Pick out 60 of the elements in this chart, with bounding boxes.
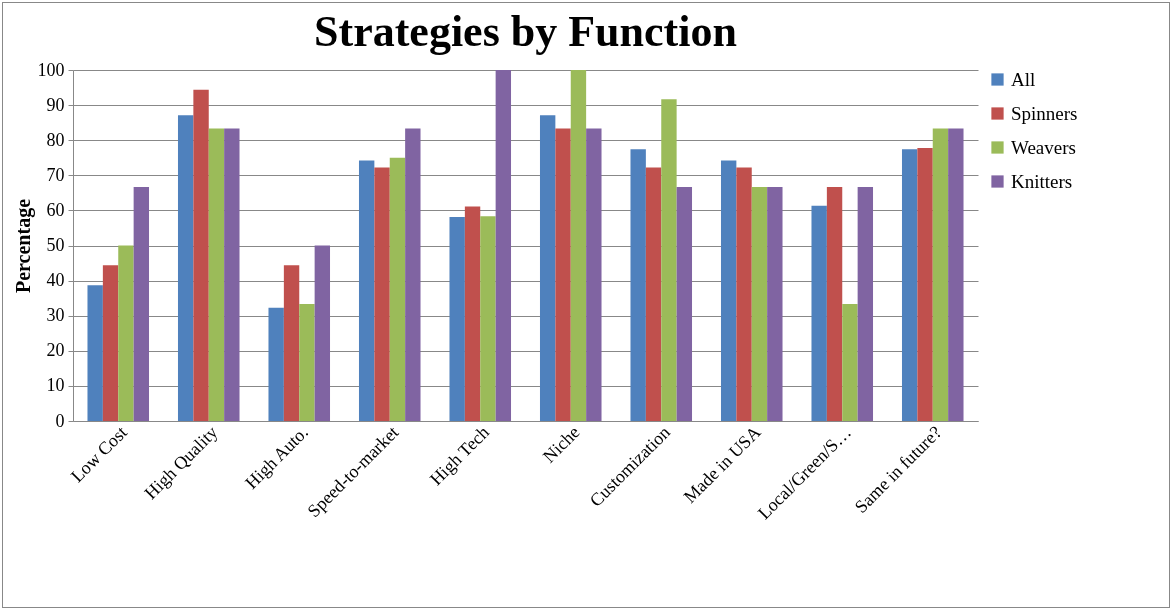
bar [811, 205, 827, 421]
bar [586, 128, 602, 421]
bar [495, 70, 512, 421]
bar [932, 128, 949, 421]
y-tick-label: 0 [55, 410, 65, 431]
bar [87, 285, 103, 421]
legend-label: Spinners [1011, 102, 1078, 124]
bar [645, 167, 662, 421]
y-tick-label: 60 [46, 199, 65, 220]
bar [208, 128, 225, 421]
bar [661, 99, 677, 421]
y-tick-label: 20 [46, 340, 65, 361]
bar [826, 186, 843, 421]
bar [102, 265, 119, 421]
bar [268, 307, 284, 421]
bar [720, 160, 737, 421]
bar [133, 186, 150, 421]
bar [751, 186, 768, 421]
bar [570, 70, 587, 421]
legend-label: Weavers [1011, 136, 1076, 158]
x-tick-label: Low Cost [66, 422, 131, 487]
bar [480, 216, 496, 421]
y-tick-label: 30 [46, 305, 65, 326]
bar [389, 157, 406, 421]
bar [767, 186, 783, 421]
bar [177, 115, 194, 421]
y-tick-label: 90 [46, 94, 65, 115]
legend-label: All [1011, 68, 1036, 90]
y-tick-label: 80 [46, 129, 65, 150]
bar [224, 128, 240, 421]
bar [948, 128, 964, 421]
bar [358, 160, 375, 421]
legend-label: Knitters [1011, 170, 1073, 192]
bar [555, 128, 571, 421]
bar [374, 167, 390, 421]
bar [464, 206, 481, 421]
bar [842, 304, 858, 421]
bar [901, 149, 918, 421]
bar [405, 128, 421, 421]
x-tick-label: High Tech [425, 422, 493, 490]
chart-title: Strategies by Function [314, 7, 737, 56]
y-tick-label: 40 [46, 270, 65, 291]
bar [449, 217, 465, 421]
bar [676, 186, 693, 421]
y-tick-label: 70 [46, 164, 65, 185]
bar [857, 186, 874, 421]
bar [193, 89, 209, 421]
x-tick-label: High Auto. [241, 422, 312, 493]
y-tick-label: 10 [46, 375, 65, 396]
bar [118, 245, 134, 421]
bar [539, 115, 556, 421]
y-tick-label: 50 [46, 235, 65, 255]
bar [283, 265, 300, 421]
bar [299, 304, 315, 421]
y-tick-label: 100 [37, 59, 65, 80]
y-axis-title: Percentage [11, 198, 35, 294]
bar [630, 149, 646, 421]
bar [314, 245, 331, 421]
bar [917, 147, 933, 421]
bar [736, 167, 752, 421]
